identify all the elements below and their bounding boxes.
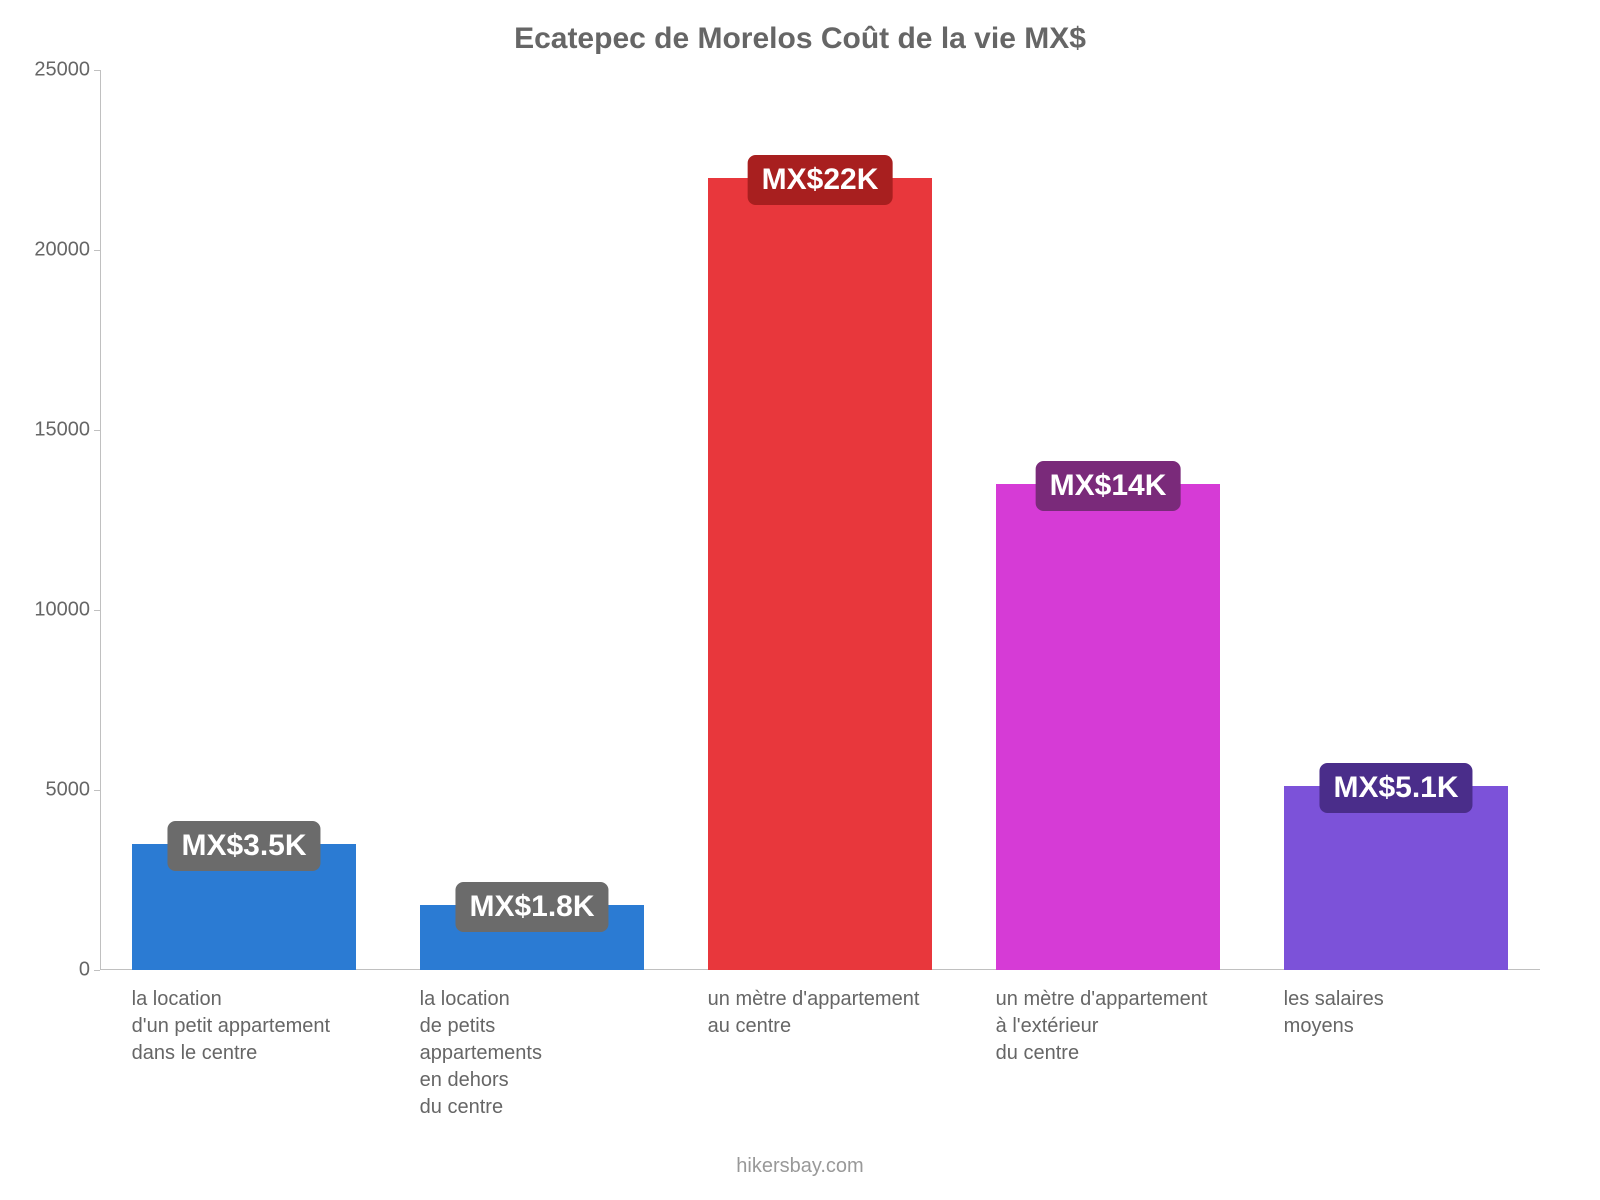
y-tick-label: 10000 [30, 599, 90, 622]
bar [1284, 786, 1509, 970]
y-tick-label: 0 [30, 959, 90, 982]
y-tick-mark [94, 250, 100, 251]
y-tick-mark [94, 970, 100, 971]
x-category-label: la location d'un petit appartement dans … [132, 970, 357, 1067]
x-category-label: la location de petits appartements en de… [420, 970, 645, 1121]
chart-title: Ecatepec de Morelos Coût de la vie MX$ [0, 22, 1600, 56]
y-tick-mark [94, 70, 100, 71]
y-axis-line [100, 70, 101, 970]
y-tick-label: 5000 [30, 779, 90, 802]
y-tick-mark [94, 610, 100, 611]
bar-value-label: MX$14K [1036, 461, 1181, 511]
x-category-label: un mètre d'appartement au centre [708, 970, 933, 1040]
bar [996, 484, 1221, 970]
bar-value-label: MX$22K [748, 155, 893, 205]
bar-value-label: MX$5.1K [1319, 763, 1472, 813]
y-tick-mark [94, 430, 100, 431]
x-category-label: les salaires moyens [1284, 970, 1509, 1040]
plot-area: 0500010000150002000025000 MX$3.5Kla loca… [100, 70, 1540, 970]
attribution: hikersbay.com [0, 1155, 1600, 1178]
y-tick-label: 20000 [30, 239, 90, 262]
y-tick-label: 25000 [30, 59, 90, 82]
bar [708, 178, 933, 970]
y-tick-label: 15000 [30, 419, 90, 442]
y-tick-mark [94, 790, 100, 791]
bar-value-label: MX$1.8K [455, 882, 608, 932]
x-category-label: un mètre d'appartement à l'extérieur du … [996, 970, 1221, 1067]
bar-value-label: MX$3.5K [167, 821, 320, 871]
